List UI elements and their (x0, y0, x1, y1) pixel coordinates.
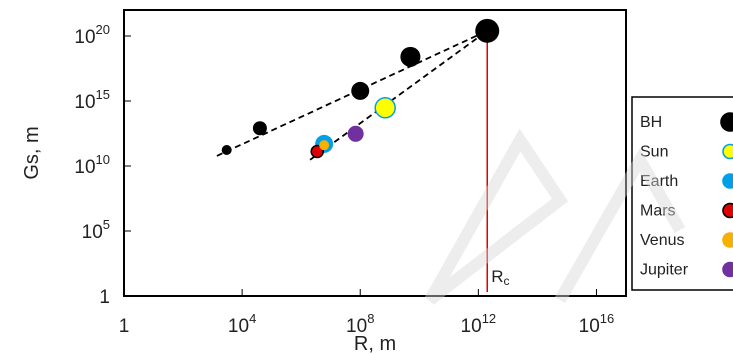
point-bh (400, 46, 421, 67)
plot-frame (123, 9, 627, 297)
x-tick-label: 104 (228, 311, 256, 337)
legend-marker (722, 173, 733, 189)
x-tick-label: 1012 (461, 311, 497, 337)
y-tick-label: 1 (99, 287, 110, 308)
point-sun (374, 97, 396, 119)
point-jupiter (347, 125, 364, 142)
legend-label: Mars (640, 203, 676, 220)
y-tick-label: 1010 (74, 152, 110, 178)
legend-label: Jupiter (640, 262, 689, 279)
legend: BH Sun Earth Mars Venus Jupiter (631, 96, 733, 291)
y-tick-label: 105 (82, 217, 110, 243)
y-tick-label: 1020 (74, 22, 110, 48)
x-tick-label: 1 (119, 316, 130, 337)
point-bh (351, 81, 370, 100)
y-tick-label: 1015 (74, 87, 110, 113)
x-axis-label: R, m (354, 333, 396, 354)
point-bh (475, 18, 500, 43)
legend-marker (720, 112, 733, 132)
point-bh (221, 145, 232, 156)
point-mars (310, 144, 324, 159)
legend-marker (722, 202, 733, 219)
legend-box (631, 96, 733, 291)
legend-label: Venus (640, 232, 684, 249)
legend-marker (722, 143, 733, 160)
axes-layer: 1 104 108 1012 1016 1 105 1010 1015 1020 R, m Gs, m (21, 9, 627, 354)
legend-label: BH (640, 114, 662, 131)
x-tick-label: 108 (346, 311, 374, 337)
fit-lines-layer: Rc (216, 30, 510, 292)
rc-label: Rc (491, 267, 509, 288)
y-axis-label: Gs, m (21, 126, 43, 179)
fit-line (309, 30, 488, 161)
legend-label: Earth (640, 173, 678, 190)
point-bh (252, 121, 267, 136)
legend-marker (722, 261, 733, 278)
points-layer (221, 18, 500, 159)
point-venus (319, 140, 330, 151)
x-tick-label: 1016 (579, 311, 615, 337)
legend-label: Sun (640, 144, 668, 161)
legend-marker (722, 232, 733, 248)
